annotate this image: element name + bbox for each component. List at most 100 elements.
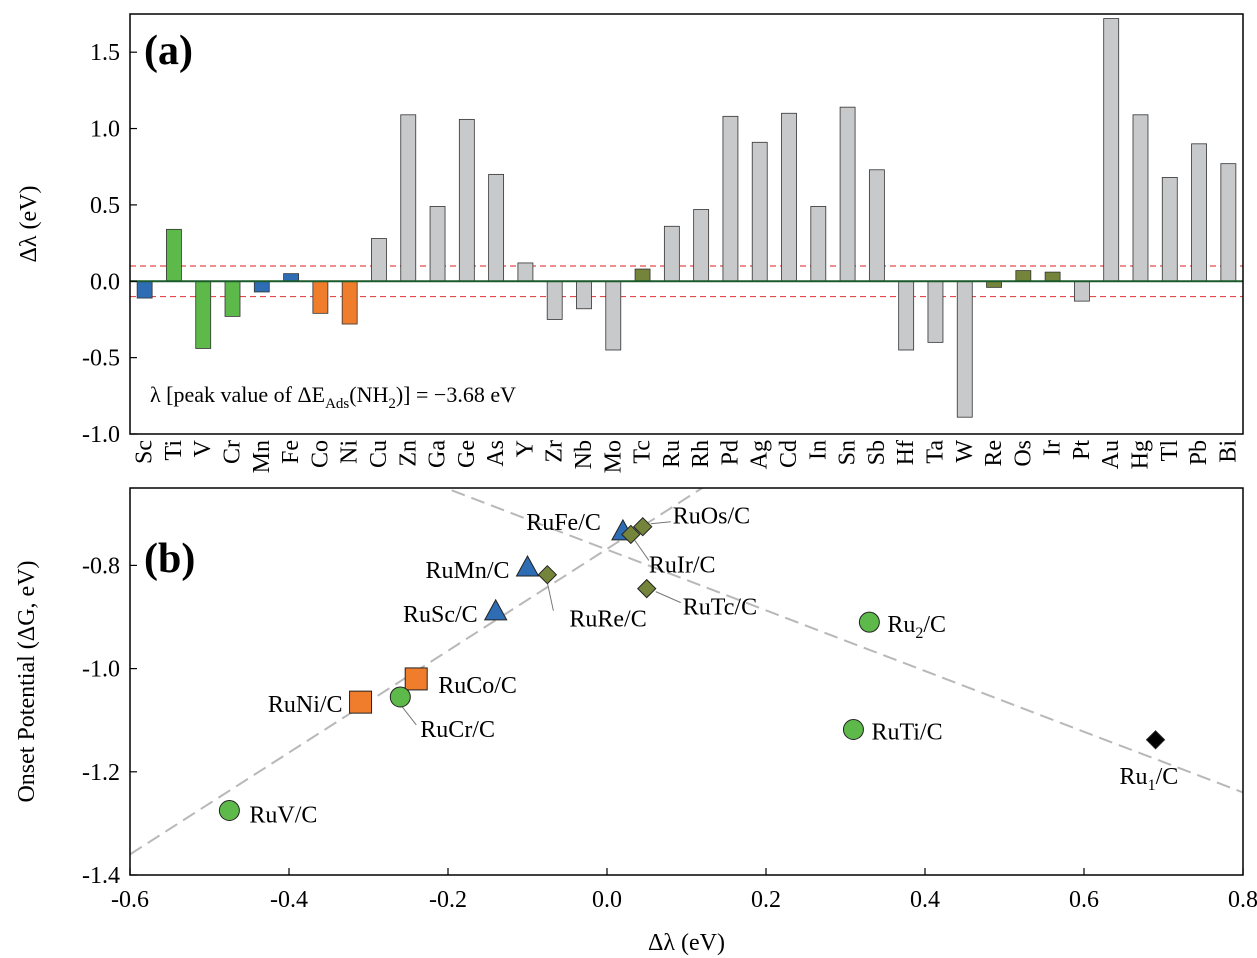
y-tick-label: -1.0 bbox=[82, 422, 120, 448]
annotation-middle: (NH bbox=[349, 382, 388, 407]
bar-ni bbox=[341, 280, 358, 325]
x-tick-label: Ga bbox=[425, 440, 451, 468]
x-axis-ticks: Sc Ti V Cr Mn Fe Co Ni Cu Zn Ga Ge As Y Zr Nb Mo Tc Ru Rh Pd… bbox=[132, 439, 1242, 473]
x-tick-label: Rh bbox=[688, 440, 714, 468]
bar-ag bbox=[751, 141, 768, 282]
point-label: RuV/C bbox=[249, 803, 317, 829]
y-tick-label: -0.5 bbox=[82, 346, 120, 372]
point-label: RuCo/C bbox=[438, 673, 517, 699]
point-label: Ru1/C bbox=[1120, 764, 1179, 794]
bar-ga bbox=[429, 206, 446, 282]
x-tick-label: Ir bbox=[1040, 440, 1066, 456]
point-circle bbox=[858, 611, 880, 633]
plot-frame bbox=[129, 13, 1244, 435]
x-tick-label: Nb bbox=[571, 440, 597, 469]
point-label: RuNi/C bbox=[268, 692, 343, 718]
point-label: Ru2/C bbox=[887, 612, 946, 642]
y-tick-label: -1.2 bbox=[82, 760, 120, 786]
x-tick-label: Co bbox=[307, 440, 333, 468]
x-tick-label: Ge bbox=[454, 440, 480, 468]
x-tick-label: 0.0 bbox=[592, 887, 622, 913]
point-triangle bbox=[483, 598, 508, 621]
panel-label: (a) bbox=[144, 28, 193, 74]
bar-as bbox=[488, 173, 505, 282]
x-tick-label: Ni bbox=[337, 440, 363, 464]
bar-sb bbox=[868, 169, 885, 282]
bar-co bbox=[312, 280, 329, 314]
bar-pt bbox=[1074, 280, 1090, 302]
x-tick-label: Pd bbox=[717, 440, 743, 465]
bar-ta bbox=[927, 280, 944, 343]
trend-lines bbox=[130, 488, 1243, 856]
point-diamond bbox=[537, 564, 558, 585]
bar-chart-panel: -1.0 -0.5 0.0 0.5 1.0 1.5 Sc Ti V Cr Mn Fe Co Ni Cu Zn… bbox=[16, 13, 1244, 473]
leader-line bbox=[546, 582, 554, 611]
point-labels: RuFe/C RuOs/C RuIr/C RuMn/C RuRe/C RuTc/C RuSc… bbox=[249, 504, 1178, 829]
panel-label: (b) bbox=[144, 536, 195, 582]
x-tick-label: 0.4 bbox=[910, 887, 940, 913]
bar-tl bbox=[1161, 177, 1178, 282]
x-tick-label: Tc bbox=[630, 440, 656, 464]
bar-ir bbox=[1044, 271, 1061, 282]
bar-pb bbox=[1191, 143, 1207, 282]
annotation-suffix: )] = −3.68 eV bbox=[396, 382, 516, 407]
x-tick-label: Cu bbox=[366, 440, 392, 468]
bar-fe bbox=[283, 273, 299, 282]
point-label: RuMn/C bbox=[425, 558, 509, 584]
x-axis-ticks: -0.6 -0.4 -0.2 0.0 0.2 0.4 0.6 0.8 bbox=[111, 868, 1257, 913]
bar-ge bbox=[458, 118, 475, 282]
leader-line bbox=[655, 591, 681, 604]
bar-y bbox=[517, 262, 534, 282]
bar-sn bbox=[839, 106, 856, 282]
point-label: RuCr/C bbox=[420, 717, 495, 743]
y-tick-label: 0.0 bbox=[90, 269, 120, 295]
x-tick-label: -0.6 bbox=[111, 887, 149, 913]
bar-bi bbox=[1220, 163, 1237, 282]
bar-w bbox=[956, 280, 973, 418]
label-main: Ru bbox=[1120, 764, 1148, 790]
trend-line bbox=[442, 488, 1243, 794]
bar-zn bbox=[400, 114, 417, 282]
point-label: RuRe/C bbox=[569, 607, 646, 633]
y-tick-label: 1.5 bbox=[90, 40, 120, 66]
bar-cr bbox=[224, 280, 241, 317]
bar-zr bbox=[546, 280, 563, 320]
bars bbox=[136, 18, 1237, 418]
point-diamond bbox=[637, 578, 657, 599]
annotation-subscript-ads: Ads bbox=[325, 396, 349, 412]
x-tick-label: V bbox=[190, 439, 216, 457]
label-tail: /C bbox=[1156, 764, 1179, 790]
y-tick-label: -0.8 bbox=[82, 553, 120, 579]
bar-rh bbox=[693, 209, 710, 282]
x-tick-label: Tl bbox=[1157, 440, 1183, 462]
x-tick-label: Re bbox=[981, 440, 1007, 467]
bar-v bbox=[195, 280, 212, 349]
bar-mo bbox=[605, 280, 622, 351]
x-tick-label: Cd bbox=[776, 440, 802, 468]
y-tick-label: 1.0 bbox=[90, 117, 120, 143]
x-tick-label: Au bbox=[1098, 440, 1124, 469]
point-triangle bbox=[515, 554, 540, 577]
x-axis-label: Δλ (eV) bbox=[648, 930, 725, 956]
y-axis-ticks: -1.0 -0.5 0.0 0.5 1.0 1.5 bbox=[82, 40, 137, 448]
x-tick-label: -0.2 bbox=[429, 887, 467, 913]
x-tick-label: Mo bbox=[600, 440, 626, 473]
point-label: RuTi/C bbox=[871, 719, 942, 745]
point-label: RuTc/C bbox=[683, 595, 757, 621]
annotation-subscript-2: 2 bbox=[388, 396, 396, 412]
leader-line bbox=[650, 521, 671, 525]
x-tick-label: Ru bbox=[659, 440, 685, 468]
x-tick-label: Ta bbox=[922, 440, 948, 464]
bar-cu bbox=[371, 238, 387, 282]
x-tick-label: Y bbox=[512, 440, 538, 457]
point-square bbox=[404, 667, 428, 691]
annotation-prefix: λ [peak value of ΔE bbox=[150, 382, 325, 407]
point-circle bbox=[389, 686, 411, 708]
x-tick-label: Fe bbox=[278, 440, 304, 464]
x-tick-label: 0.2 bbox=[751, 887, 781, 913]
x-tick-label: Zr bbox=[542, 440, 568, 463]
data-points bbox=[218, 516, 1166, 821]
x-tick-label: Sc bbox=[132, 440, 158, 464]
x-tick-label: Hf bbox=[893, 440, 919, 465]
x-tick-label: Os bbox=[1010, 440, 1036, 467]
